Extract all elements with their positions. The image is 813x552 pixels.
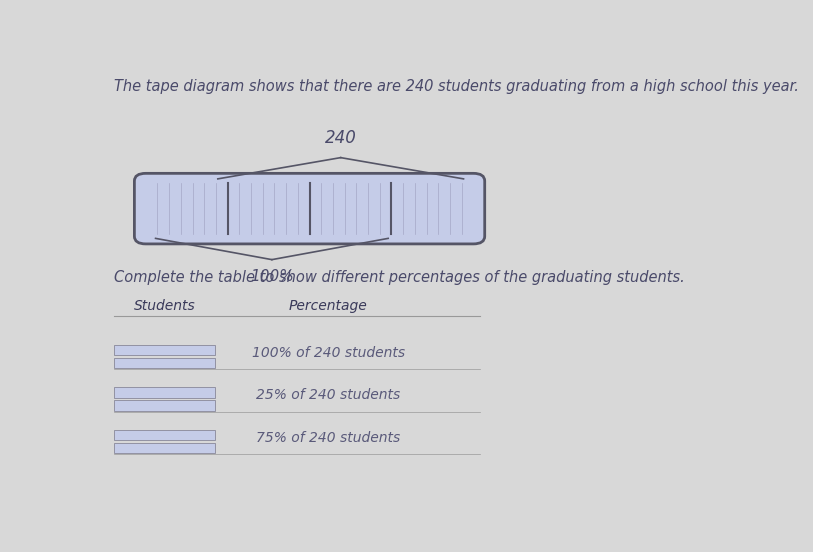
Text: 75% of 240 students: 75% of 240 students <box>256 431 401 445</box>
Bar <box>114 443 215 453</box>
Bar <box>114 430 215 440</box>
Text: The tape diagram shows that there are 240 students graduating from a high school: The tape diagram shows that there are 24… <box>114 79 799 94</box>
Text: Students: Students <box>134 299 195 313</box>
Bar <box>114 345 215 355</box>
Bar <box>114 400 215 411</box>
Text: 100%: 100% <box>250 269 293 284</box>
Bar <box>114 388 215 398</box>
Text: 240: 240 <box>324 130 357 147</box>
Text: Percentage: Percentage <box>289 299 367 313</box>
Text: 25% of 240 students: 25% of 240 students <box>256 389 401 402</box>
Text: Complete the table to show different percentages of the graduating students.: Complete the table to show different per… <box>114 270 685 285</box>
Text: 100% of 240 students: 100% of 240 students <box>252 346 405 360</box>
Bar <box>114 358 215 368</box>
FancyBboxPatch shape <box>134 173 485 244</box>
